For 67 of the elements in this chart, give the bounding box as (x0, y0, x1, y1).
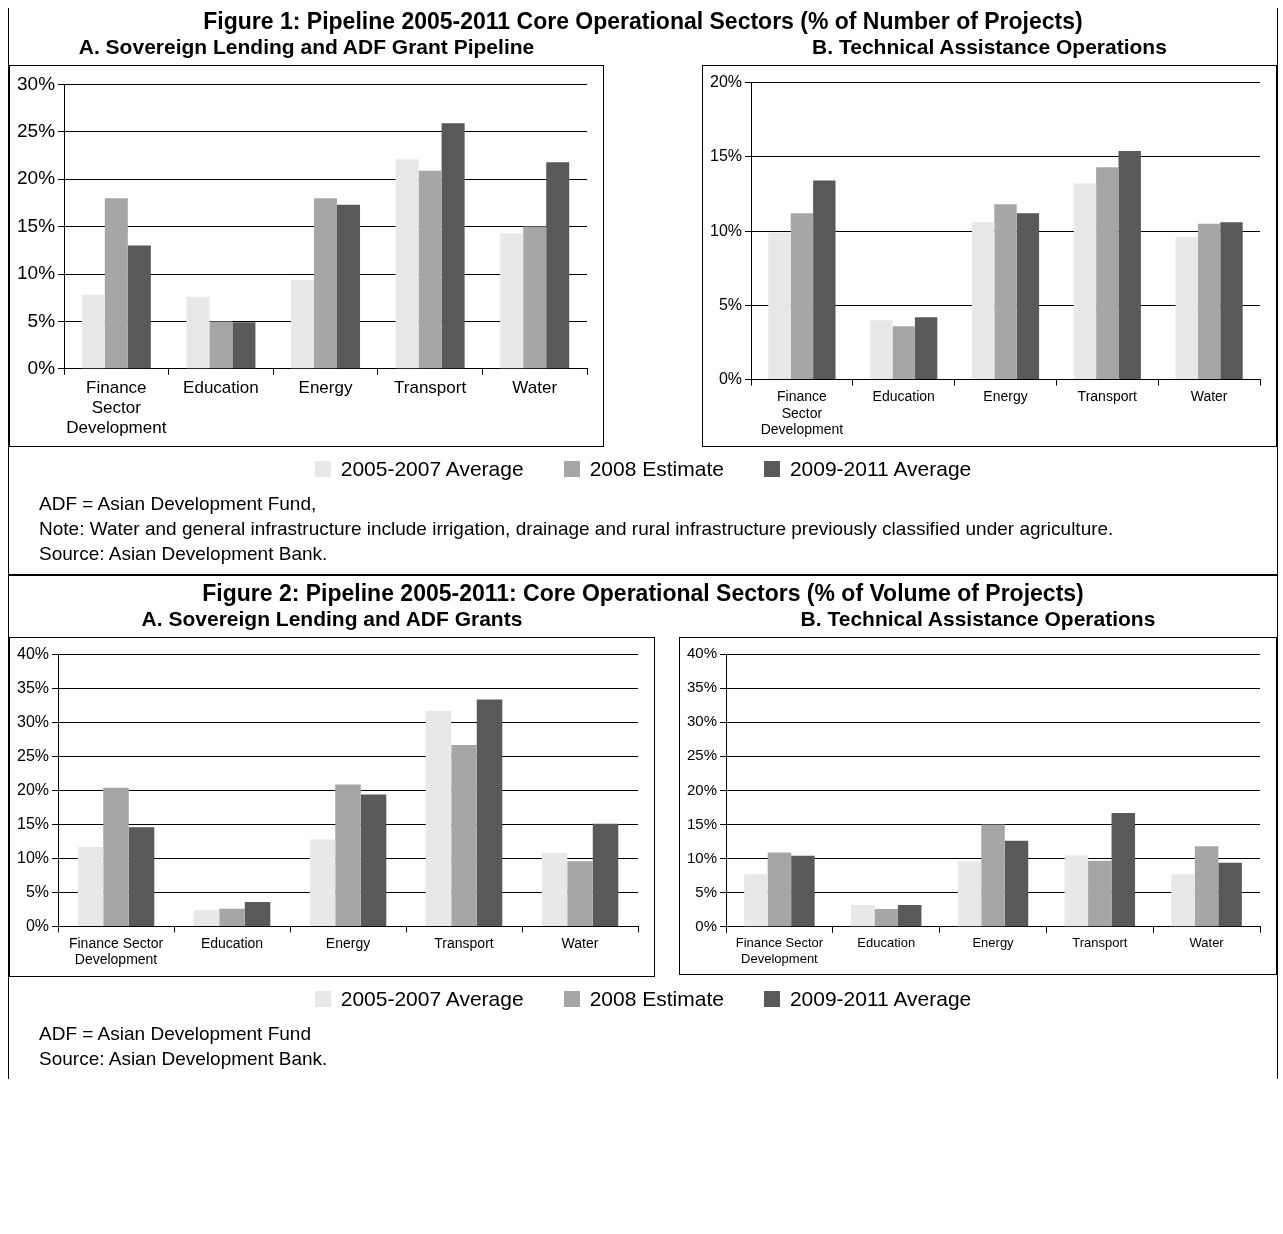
y-tick-label: 30% (16, 712, 50, 730)
y-tick-label: 15% (17, 214, 56, 236)
x-tick-label: Education (200, 934, 264, 951)
legend-label: 2008 Estimate (589, 457, 724, 481)
legend-label: 2009-2011 Average (789, 457, 972, 481)
y-tick-label: 10% (686, 848, 718, 866)
x-tick-label: Finance Sector Development (735, 935, 824, 966)
x-tick-label: Education (183, 377, 259, 397)
y-tick-label: 30% (686, 712, 718, 730)
y-tick-label: 10% (17, 262, 56, 284)
x-tick-label: Transport (1072, 935, 1128, 951)
x-tick-label: Education (872, 387, 935, 404)
y-tick-label: 25% (16, 746, 50, 764)
x-tick-label: Education (857, 935, 916, 951)
y-tick-label: 35% (686, 678, 718, 696)
text: Note: Water and general infrastructure include irrigation, drainage and rural infrastructure previously classified under agriculture. (39, 517, 1115, 541)
y-tick-label: 30% (17, 72, 56, 94)
chart-subtitle: A. Sovereign Lending and ADF Grant Pipeline (78, 35, 535, 59)
x-tick-label: Transport (1077, 387, 1138, 404)
source-note: Source: Asian Development Bank. (39, 542, 329, 566)
y-tick-label: 40% (16, 645, 50, 663)
x-tick-label: Water (512, 377, 558, 397)
y-tick-label: 10% (16, 848, 50, 866)
y-tick-label: 20% (686, 780, 718, 798)
x-tick-label: Transport (394, 377, 467, 397)
x-tick-label: Finance Sector Development (760, 387, 844, 438)
y-tick-label: 0% (27, 357, 56, 379)
y-tick-label: 10% (709, 221, 743, 239)
source-note: Source: Asian Development Bank. (39, 1047, 329, 1071)
y-tick-label: 20% (16, 780, 50, 798)
y-tick-label: 25% (686, 746, 718, 764)
legend-label: 2005-2007 Average (340, 987, 524, 1011)
y-tick-label: 15% (709, 147, 743, 165)
chart-title: Figure 2: Pipeline 2005-2011: Core Operational Sectors (% of Volume of Projects) (201, 580, 1085, 607)
x-tick-label: Energy (325, 934, 371, 951)
y-tick-label: 0% (695, 916, 718, 934)
text: Figure 1: Pipeline 2005-2011 Core Operational Sectors (% of Number of Projects) (202, 8, 1084, 35)
chart-subtitle: B. Technical Assistance Operations (812, 35, 1167, 59)
x-tick-label: Finance Sector Development (66, 377, 167, 438)
legend-label: 2005-2007 Average (340, 457, 524, 481)
x-tick-label: Water (1190, 387, 1228, 404)
y-tick-label: 5% (25, 882, 50, 900)
y-tick-label: 15% (686, 814, 718, 832)
x-tick-label: Energy (298, 377, 353, 397)
text: ADF = Asian Development Fund (39, 1022, 312, 1046)
x-tick-label: Energy (972, 935, 1015, 951)
y-tick-label: 20% (17, 167, 56, 189)
x-tick-label: Water (561, 934, 599, 951)
y-tick-label: 5% (695, 882, 718, 900)
x-tick-label: Water (1189, 935, 1225, 951)
x-tick-label: Transport (434, 934, 494, 951)
text: ADF = Asian Development Fund, (39, 492, 318, 516)
y-tick-label: 40% (686, 644, 718, 662)
y-tick-label: 25% (17, 120, 56, 142)
y-tick-label: 0% (25, 916, 50, 934)
y-tick-label: 0% (718, 370, 743, 388)
chart-subtitle: A. Sovereign Lending and ADF Grants (141, 607, 523, 631)
y-tick-label: 15% (16, 814, 50, 832)
y-tick-label: 35% (16, 678, 50, 696)
x-tick-label: Finance Sector Development (68, 934, 164, 968)
chart-subtitle: B. Technical Assistance Operations (800, 607, 1156, 631)
x-tick-label: Energy (983, 387, 1028, 404)
legend-label: 2009-2011 Average (789, 987, 972, 1011)
y-tick-label: 5% (718, 295, 743, 313)
y-tick-label: 5% (27, 309, 56, 331)
legend-label: 2008 Estimate (589, 987, 724, 1011)
y-tick-label: 20% (709, 73, 743, 91)
